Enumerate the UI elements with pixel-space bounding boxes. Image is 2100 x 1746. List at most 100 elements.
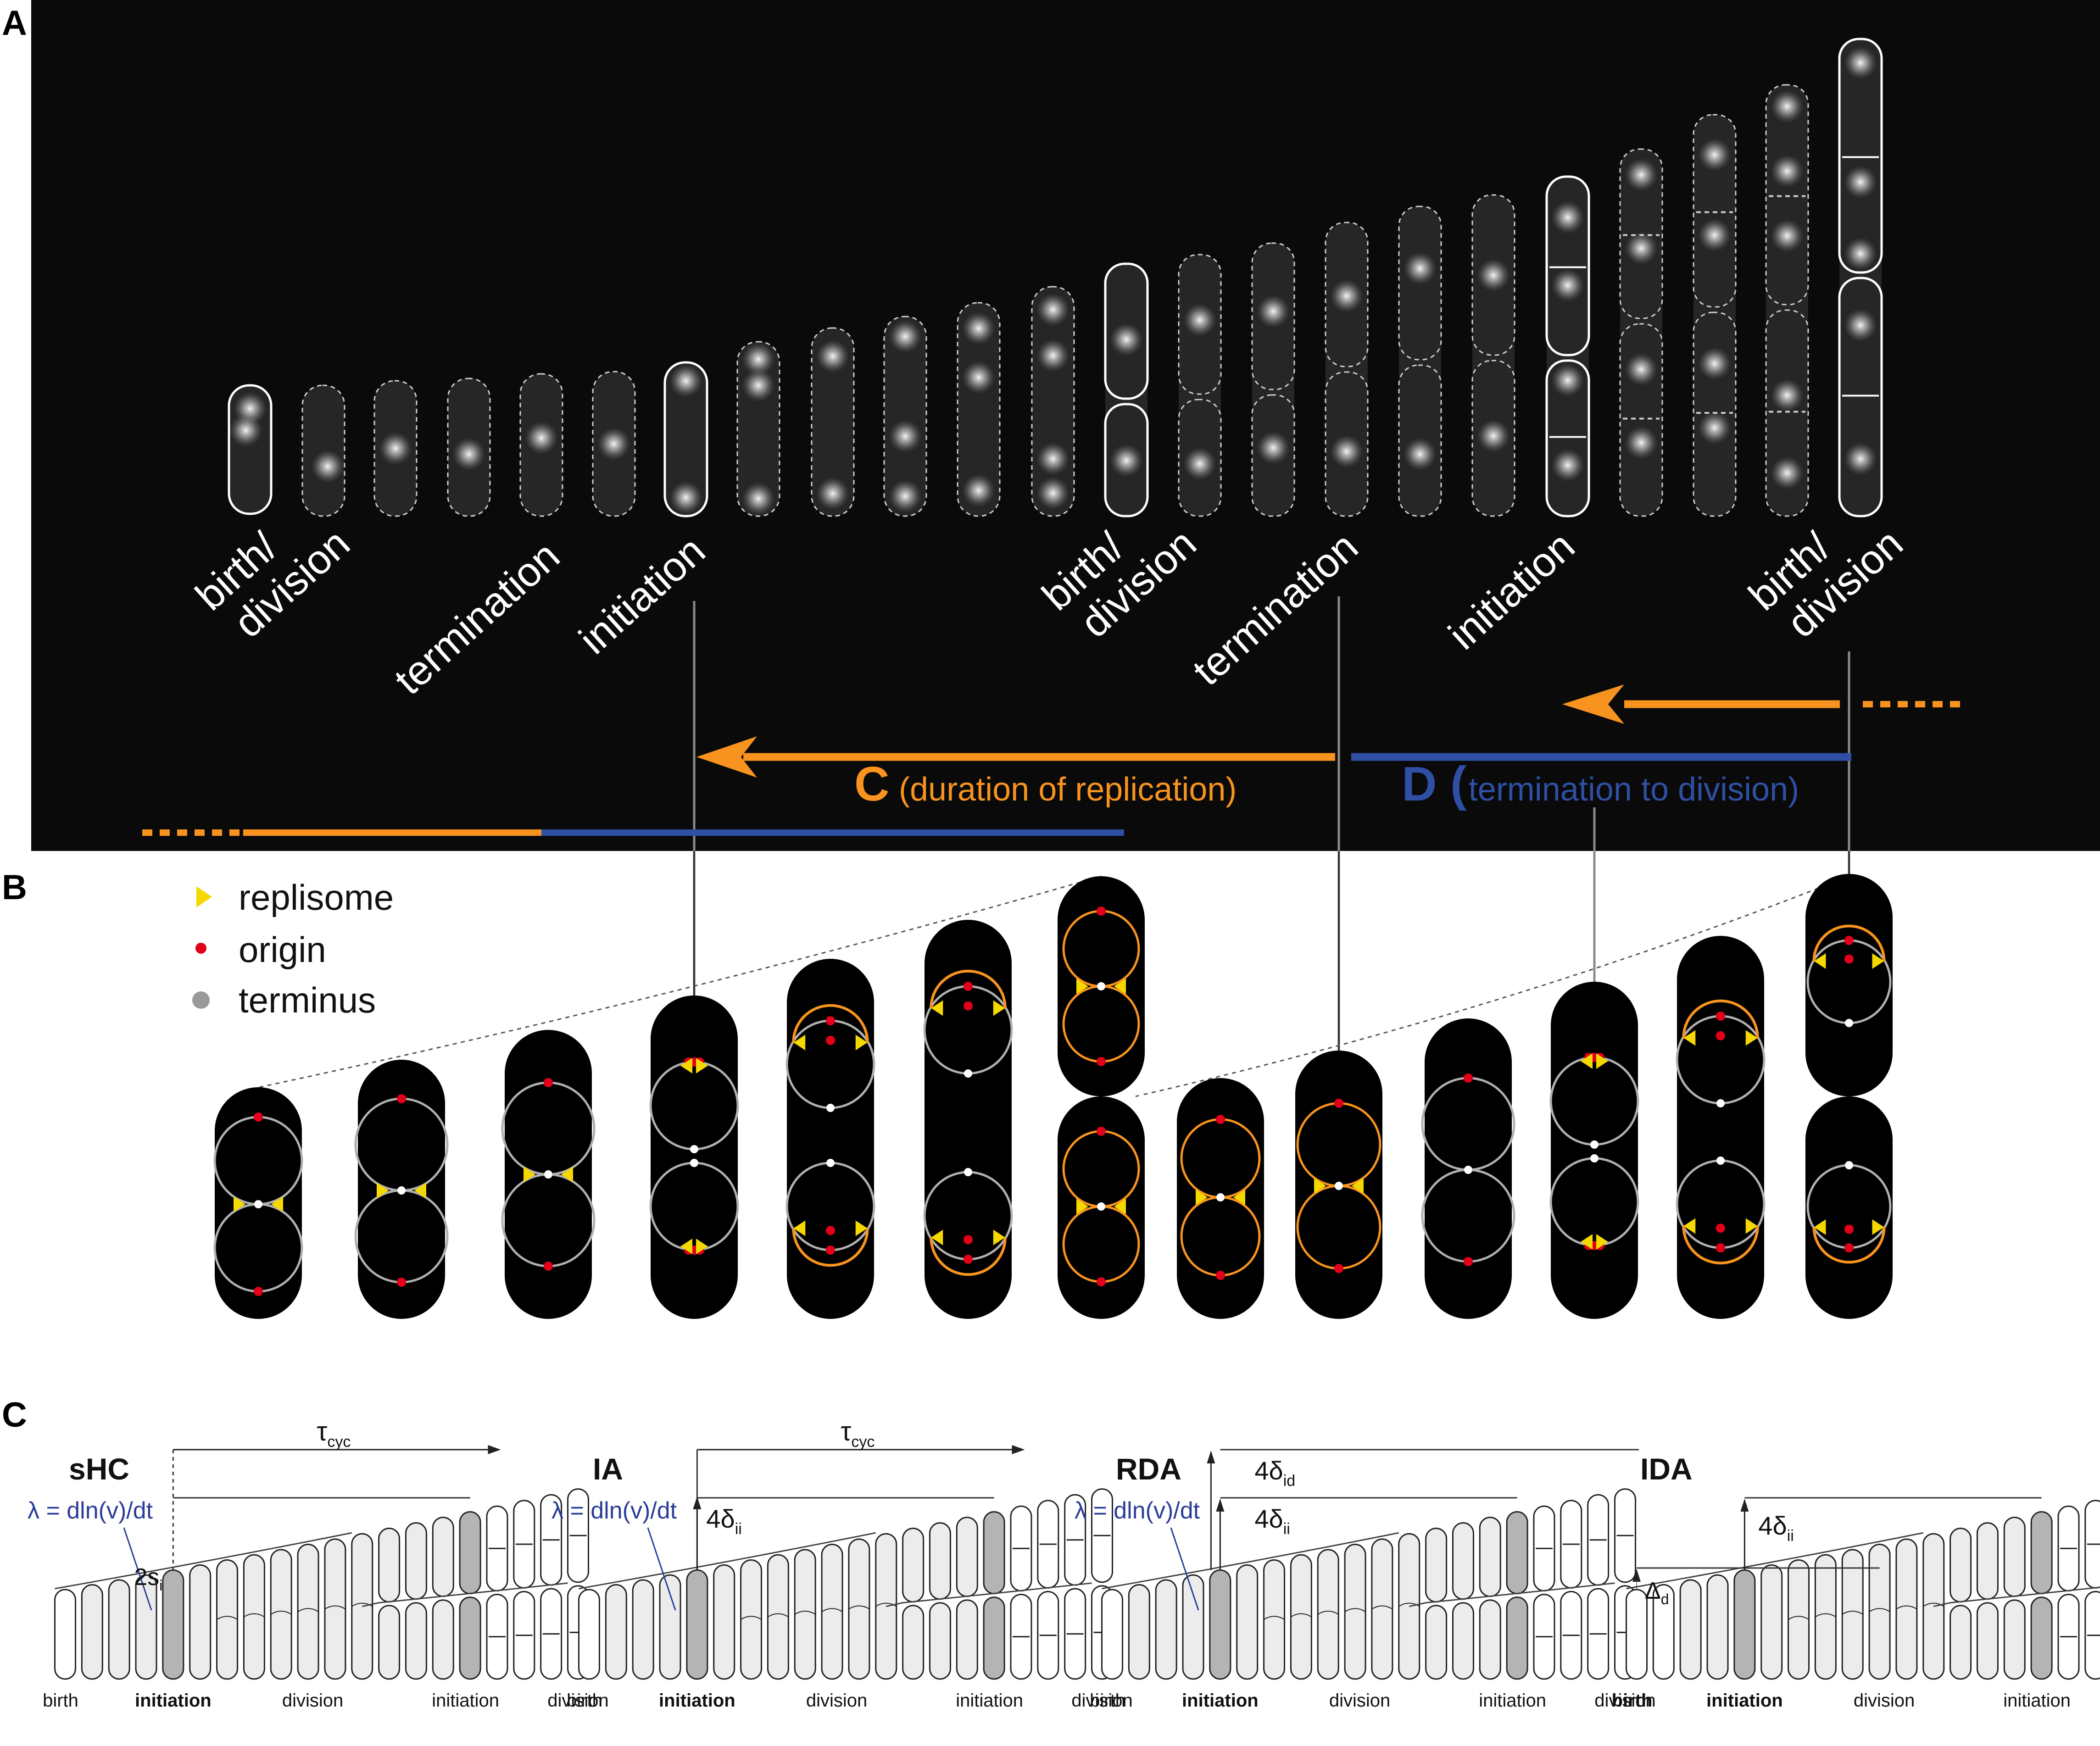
model-cell bbox=[1922, 1533, 1945, 1680]
fluorescent-spot bbox=[1771, 155, 1804, 188]
origin-marker bbox=[1097, 906, 1106, 916]
model-cell bbox=[54, 1589, 76, 1680]
origin-marker bbox=[1844, 954, 1854, 964]
fluorescent-spot bbox=[1698, 218, 1731, 252]
cell-pinch bbox=[243, 1613, 265, 1618]
cell-outline bbox=[519, 373, 563, 517]
cell-pinch bbox=[1290, 1613, 1312, 1618]
cell-body bbox=[1766, 85, 1808, 516]
terminus-marker bbox=[1097, 982, 1105, 990]
axis-label: division bbox=[282, 1690, 343, 1711]
model-cell bbox=[902, 1528, 925, 1603]
cell-outline bbox=[736, 341, 780, 517]
cell-outline bbox=[811, 327, 855, 517]
cell-pinch bbox=[1371, 1605, 1393, 1610]
model-shc: sHC λ = dln(v)/dt τcyc 2si birth initiation di… bbox=[28, 1417, 609, 1711]
terminus-marker bbox=[254, 1200, 262, 1208]
cell-outline bbox=[1251, 394, 1295, 517]
division-pinch bbox=[1887, 1091, 1894, 1102]
bacterium-cell bbox=[228, 384, 273, 515]
origin-marker bbox=[1097, 1057, 1106, 1066]
legend-origin-label: origin bbox=[239, 929, 326, 970]
terminus-marker bbox=[826, 1104, 835, 1112]
fluorescent-spot bbox=[1844, 442, 1877, 476]
cell-outline bbox=[1765, 309, 1809, 517]
schematic-cell bbox=[1421, 1018, 1515, 1319]
terminus-legend-icon bbox=[192, 991, 210, 1009]
model-cell bbox=[1950, 1605, 1972, 1680]
replisome-marker bbox=[680, 1058, 692, 1073]
model-cell bbox=[297, 1544, 319, 1680]
model-cell bbox=[767, 1554, 789, 1680]
origin-marker bbox=[826, 1246, 835, 1255]
replisome-marker bbox=[1745, 1030, 1758, 1046]
cell-outline bbox=[228, 384, 273, 515]
ii-subscript: ii bbox=[1787, 1527, 1794, 1545]
model-cell bbox=[2030, 1596, 2053, 1680]
model-cell bbox=[1760, 1564, 1783, 1680]
fluorescent-spot bbox=[1330, 435, 1363, 468]
cell-outline bbox=[1178, 399, 1222, 517]
d-description: termination to division) bbox=[1469, 771, 1799, 808]
delta-symbol: Δ bbox=[1645, 1578, 1661, 1604]
fluorescent-spot bbox=[1625, 353, 1658, 386]
replisome-marker bbox=[1076, 1199, 1088, 1214]
terminus-marker bbox=[1216, 1193, 1225, 1201]
growth-envelope bbox=[886, 1582, 1092, 1607]
fluorescent-spot bbox=[889, 479, 922, 513]
ii-subscript: ii bbox=[1283, 1520, 1290, 1538]
cell-body bbox=[1472, 195, 1515, 516]
c-description: (duration of replication) bbox=[899, 771, 1237, 808]
model-cell bbox=[1976, 1602, 1999, 1680]
terminus-marker bbox=[1097, 1202, 1105, 1211]
fluorescent-spot bbox=[962, 474, 995, 507]
bacterium-cell bbox=[811, 327, 855, 517]
model-cell bbox=[821, 1544, 843, 1680]
origin-marker bbox=[964, 982, 973, 991]
model-title: IDA bbox=[1640, 1452, 1693, 1486]
origin-marker bbox=[1716, 1012, 1725, 1021]
fluorescent-spot bbox=[1330, 279, 1363, 312]
origin-marker bbox=[254, 1112, 263, 1122]
origin-marker bbox=[1097, 1277, 1106, 1286]
bacterium-cell bbox=[1471, 194, 1515, 517]
terminus-marker bbox=[690, 1145, 698, 1153]
origin-marker bbox=[397, 1094, 406, 1103]
fluorescent-spot bbox=[742, 482, 775, 515]
cell-pinch bbox=[351, 1602, 373, 1607]
bacterium-cell bbox=[519, 373, 563, 517]
replisome-marker bbox=[696, 1239, 708, 1254]
model-cell bbox=[1788, 1559, 1810, 1680]
model-cell bbox=[875, 1533, 897, 1680]
model-title: RDA bbox=[1116, 1452, 1181, 1486]
cell-body bbox=[812, 328, 854, 516]
model-cell bbox=[459, 1596, 481, 1680]
cycle-subscript: cyc bbox=[851, 1433, 875, 1451]
bacterium-cell bbox=[663, 361, 708, 517]
size-symbol: 2s bbox=[134, 1564, 159, 1590]
replicated-arc bbox=[1682, 999, 1759, 1038]
fluorescent-spot bbox=[311, 450, 345, 483]
c-letter: C bbox=[854, 757, 890, 811]
terminus-marker bbox=[1335, 1182, 1343, 1190]
model-cell bbox=[1895, 1538, 1918, 1680]
model-cell bbox=[135, 1574, 157, 1680]
legend-replisome-label: replisome bbox=[239, 877, 394, 917]
model-cell bbox=[2003, 1599, 2026, 1680]
bacterium-cell bbox=[1178, 254, 1222, 517]
fluorescent-spot bbox=[597, 427, 630, 461]
fluorescent-spot bbox=[1625, 158, 1658, 191]
model-cell bbox=[1479, 1599, 1501, 1680]
cycle-symbol: τ bbox=[841, 1417, 851, 1446]
axis-label: division bbox=[1594, 1690, 1655, 1711]
size-subscript: i bbox=[159, 1577, 162, 1594]
fluorescent-spot bbox=[669, 481, 702, 514]
cycle-label: τcyc bbox=[317, 1417, 351, 1451]
replicated-arc bbox=[1812, 1227, 1886, 1264]
model-cell bbox=[1733, 1569, 1756, 1680]
origin-marker bbox=[254, 1287, 263, 1296]
replisome-marker bbox=[1114, 979, 1126, 994]
cell-outline bbox=[1104, 262, 1149, 400]
model-cell bbox=[1344, 1544, 1366, 1680]
